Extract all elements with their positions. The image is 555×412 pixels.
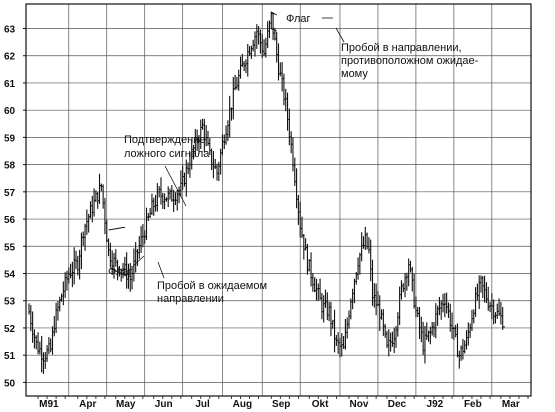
y-tick-label: 54 [4,270,16,281]
x-tick-label: May [116,399,136,410]
x-tick-label: Okt [312,399,329,410]
leader-break-opposite [335,27,345,43]
x-tick-label: M91 [39,399,59,410]
y-tick-label: 61 [4,79,16,90]
y-tick-label: 55 [4,242,16,253]
annotation-confirmation-line1: Подтверждение [124,134,205,146]
y-tick-label: 59 [4,133,16,144]
x-tick-label: Feb [464,399,482,410]
y-axis-ticks: 50 51 52 53 54 55 56 57 58 59 60 61 62 63 [4,25,26,389]
annotation-break-opposite-line3: мому [341,68,368,80]
leader-break-expected [157,261,165,279]
x-tick-label: Dec [388,399,407,410]
annotation-flag-lower: Флаг [108,266,133,278]
y-tick-label: 50 [4,378,16,389]
annotation-leaders [132,17,345,279]
x-tick-label: J92 [427,399,444,410]
y-tick-label: 52 [4,324,16,335]
annotation-break-expected-line2: направлении [157,293,224,305]
leader-flag-lower [132,255,145,267]
y-tick-label: 62 [4,52,16,63]
annotation-break-expected-line1: Пробой в ожидаемом [157,280,267,292]
y-tick-label: 58 [4,161,16,172]
x-tick-label: Aug [233,399,252,410]
y-tick-label: 63 [4,25,16,36]
flag-top-trendline [271,11,277,16]
flag-lower-trendline [108,226,125,231]
price-bars [28,11,505,374]
annotations: Флаг Пробой в направлении, противоположн… [108,13,479,305]
pattern-markers [108,11,277,277]
y-tick-label: 57 [4,188,16,199]
grid-lines [26,4,531,396]
y-tick-label: 51 [4,351,16,362]
x-tick-label: Apr [79,399,96,410]
y-tick-label: 60 [4,106,16,117]
x-tick-label: Mar [502,399,520,410]
x-tick-label: Sep [272,399,290,410]
price-bar [502,306,505,330]
annotation-break-opposite-line1: Пробой в направлении, [341,42,462,54]
flag-top-trendline [271,28,277,32]
leader-confirmation [164,165,187,207]
annotation-flag-top: Флаг [286,13,311,25]
x-tick-label: Jul [195,399,210,410]
flag-lower-trendline [110,267,127,277]
y-tick-label: 53 [4,297,16,308]
x-axis-ticks: M91 Apr May Jun Jul Aug Sep Okt Nov Dec J92 Feb Mar [37,396,529,410]
plot-frame [25,3,532,397]
annotation-confirmation-line2: ложного сигнала [124,148,210,160]
x-tick-label: Nov [350,399,369,410]
annotation-break-opposite-line2: противоположном ожидае- [341,55,479,67]
x-tick-label: Jun [155,399,173,410]
y-tick-label: 56 [4,215,16,226]
